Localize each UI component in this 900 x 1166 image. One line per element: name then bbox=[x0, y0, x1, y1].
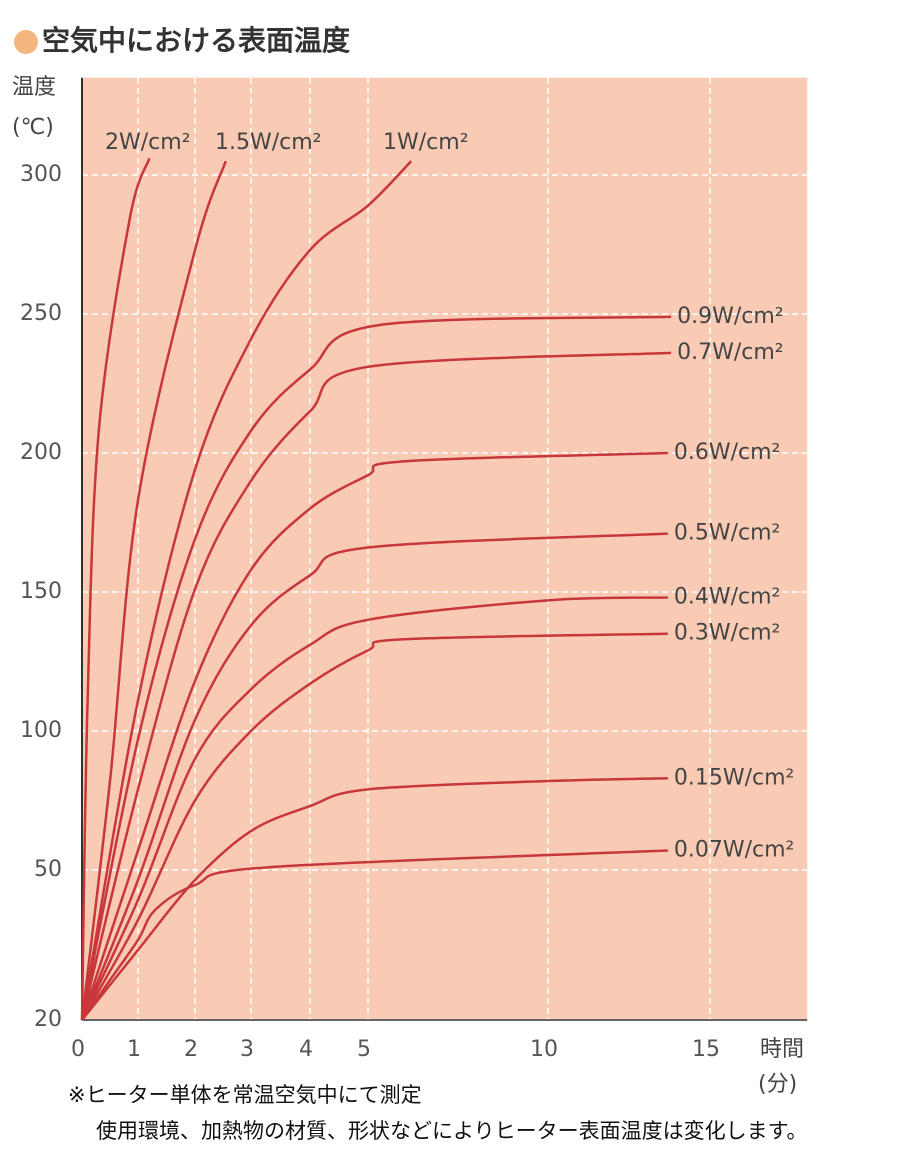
y-label: (℃) bbox=[12, 115, 54, 140]
y-tick-label: 250 bbox=[20, 301, 62, 326]
series-line bbox=[80, 451, 668, 1021]
series-label: 0.3W/cm² bbox=[674, 621, 781, 646]
series-line bbox=[80, 532, 668, 1021]
y-tick-label: 50 bbox=[34, 857, 62, 882]
note: 使用環境、加熱物の材質、形状などによりヒーター表面温度は変化します。 bbox=[96, 1119, 807, 1143]
series-label: 0.4W/cm² bbox=[674, 585, 781, 610]
series-line bbox=[80, 596, 668, 1021]
x-tick-label: 3 bbox=[240, 1037, 254, 1062]
series-line bbox=[80, 157, 151, 1021]
y-label: 温度 bbox=[12, 75, 56, 100]
series-label: 1.5W/cm² bbox=[215, 130, 322, 155]
series-line bbox=[80, 160, 413, 1021]
x-tick-label: 1 bbox=[127, 1037, 141, 1062]
x-tick-label: 10 bbox=[530, 1037, 558, 1062]
y-tick-label: 100 bbox=[20, 718, 62, 743]
x-tick-label: 5 bbox=[357, 1037, 371, 1062]
x-tick-label: 2 bbox=[184, 1037, 198, 1062]
y-tick-label: 20 bbox=[34, 1007, 62, 1032]
x-label: 時間 bbox=[760, 1037, 804, 1062]
y-tick-label: 300 bbox=[20, 162, 62, 187]
x-tick-label: 15 bbox=[692, 1037, 720, 1062]
y-tick-label: 200 bbox=[20, 440, 62, 465]
title-bullet bbox=[14, 30, 38, 54]
series-label: 2W/cm² bbox=[105, 130, 191, 155]
series-label: 0.6W/cm² bbox=[674, 440, 781, 465]
x-tick-label: 4 bbox=[299, 1037, 313, 1062]
series-line bbox=[80, 351, 672, 1021]
series-label: 0.15W/cm² bbox=[674, 765, 795, 790]
series-label: 0.07W/cm² bbox=[674, 838, 795, 863]
series-label: 0.9W/cm² bbox=[677, 304, 784, 329]
y-tick-label: 150 bbox=[20, 579, 62, 604]
series-line bbox=[80, 160, 227, 1021]
series-label: 0.5W/cm² bbox=[674, 521, 781, 546]
series-label: 1W/cm² bbox=[383, 130, 469, 155]
series-line bbox=[80, 849, 668, 1021]
series-line bbox=[81, 777, 668, 1021]
series-label: 0.7W/cm² bbox=[677, 340, 784, 365]
chart-title: 空気中における表面温度 bbox=[42, 24, 350, 57]
series-line bbox=[80, 315, 672, 1021]
x-tick-label: 0 bbox=[71, 1037, 85, 1062]
x-label: (分) bbox=[758, 1072, 797, 1097]
plot-area bbox=[82, 77, 808, 1020]
note: ※ヒーター単体を常温空気中にて測定 bbox=[68, 1083, 422, 1107]
series-line bbox=[80, 632, 668, 1021]
